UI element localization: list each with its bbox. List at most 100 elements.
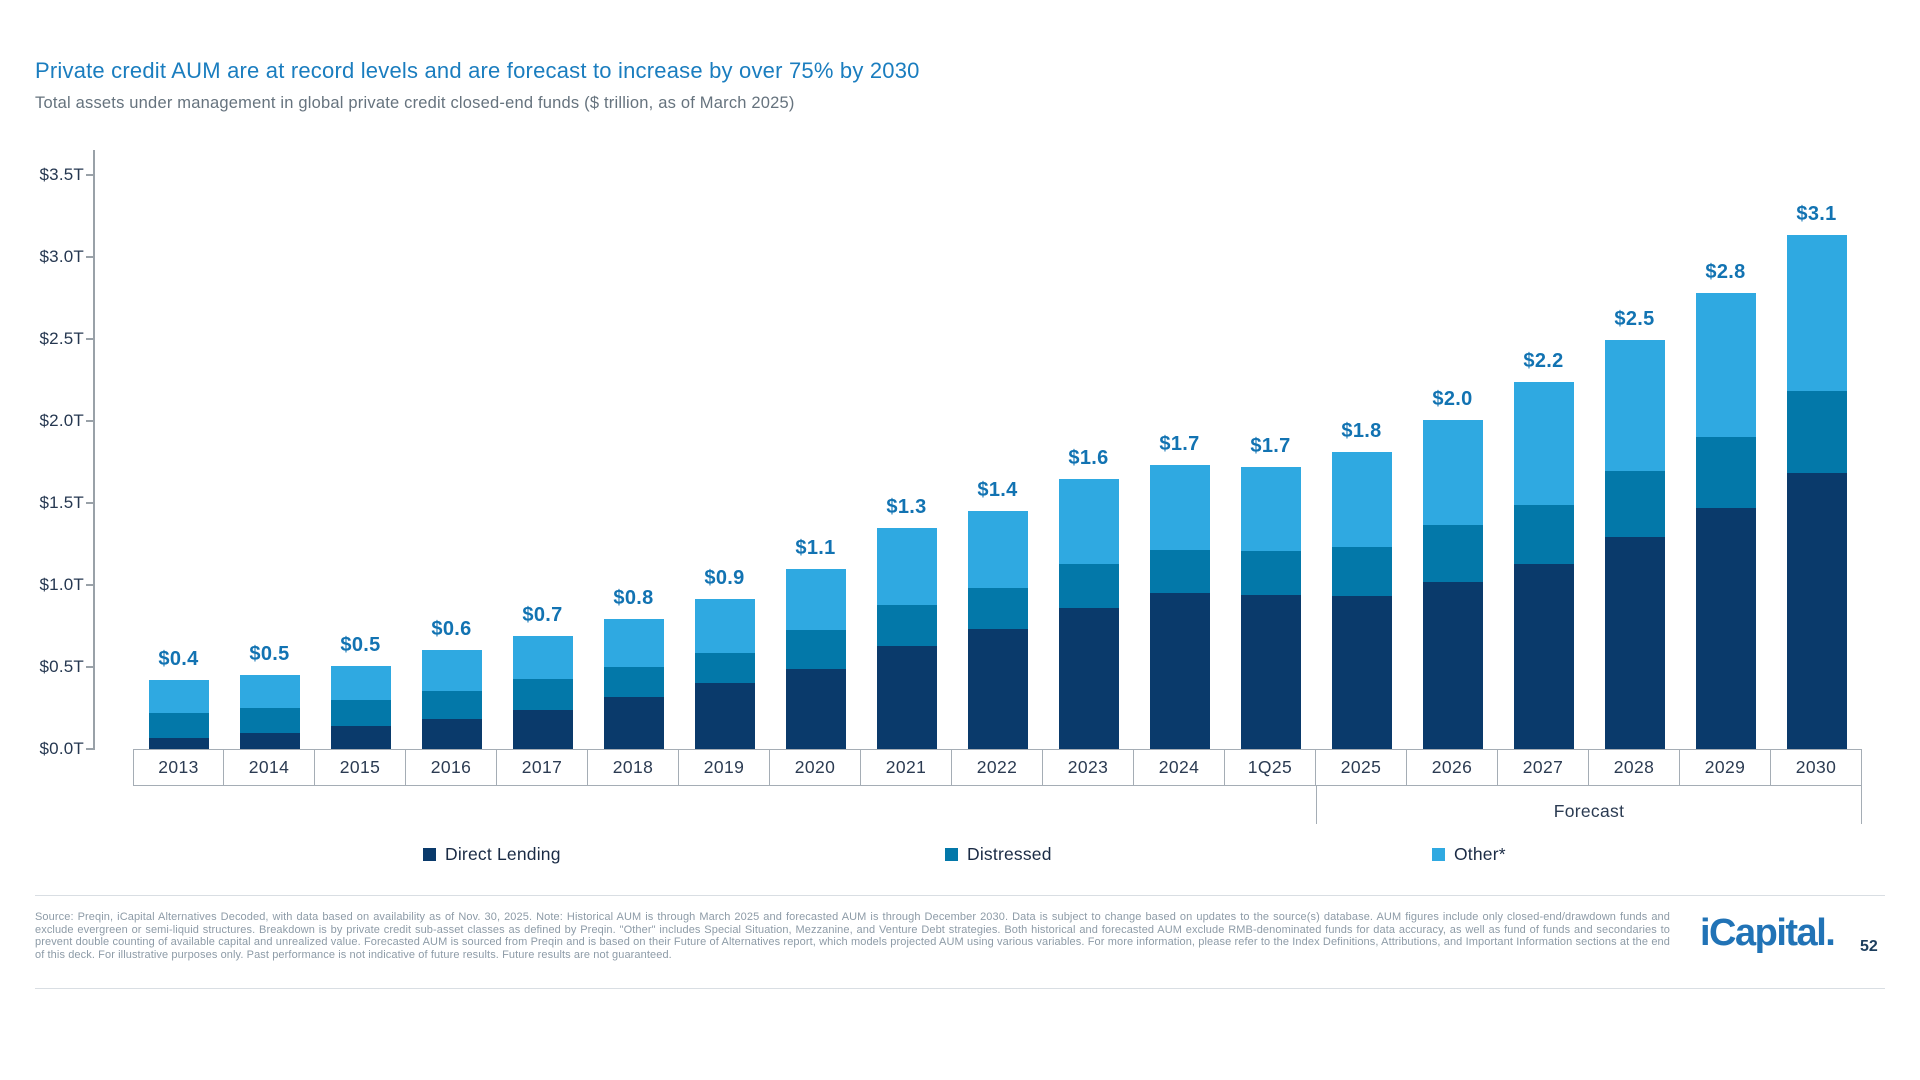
bar-segment	[239, 675, 300, 708]
bar-segment	[603, 697, 664, 749]
y-axis-tick-label: $3.5T	[39, 165, 84, 184]
bar-total-label: $0.9	[704, 567, 745, 589]
bar-segment	[1058, 564, 1119, 608]
bar-segment	[1240, 595, 1301, 749]
y-axis-tick-label: $0.5T	[39, 657, 84, 676]
x-axis-cell: 2014	[224, 749, 315, 786]
bar-segment	[421, 650, 482, 691]
chart-legend: Direct Lending Distressed Other*	[0, 840, 1920, 870]
y-axis-tick	[86, 256, 94, 258]
bar-segment	[1513, 382, 1574, 505]
y-axis-tick-label: $0.0T	[39, 739, 84, 758]
x-axis-cell: 2013	[133, 749, 224, 786]
bar-segment	[512, 710, 573, 749]
x-axis-cell: 2015	[315, 749, 406, 786]
y-axis-line	[93, 150, 95, 750]
footer-top-divider	[35, 895, 1885, 896]
bar-segment	[967, 511, 1028, 588]
y-axis-tick-label: $2.0T	[39, 411, 84, 430]
bar-segment	[512, 679, 573, 710]
x-axis-cell: 2016	[406, 749, 497, 786]
distressed-swatch-icon	[945, 848, 958, 861]
footer-bottom-divider	[35, 988, 1885, 989]
bar-segment	[694, 653, 755, 683]
page-subtitle: Total assets under management in global …	[35, 94, 795, 112]
bar-total-label: $0.5	[340, 634, 381, 656]
bar-segment	[785, 630, 846, 669]
bar-segment	[1604, 340, 1665, 471]
forecast-label: Forecast	[1553, 801, 1625, 821]
x-axis-cell: 2030	[1771, 749, 1862, 786]
legend-label: Other*	[1454, 844, 1506, 864]
legend-label: Direct Lending	[445, 844, 561, 864]
bar-segment	[694, 683, 755, 749]
x-axis-cell: 2019	[679, 749, 770, 786]
bar-segment	[1331, 547, 1392, 596]
bar-segment	[876, 528, 937, 605]
bar-segment	[1695, 437, 1756, 508]
bar-total-label: $0.8	[613, 587, 654, 609]
bar-segment	[785, 569, 846, 630]
x-axis-cell: 2028	[1589, 749, 1680, 786]
bar-segment	[1058, 608, 1119, 749]
bar-segment	[1604, 471, 1665, 537]
y-axis-tick	[86, 666, 94, 668]
bar-segment	[1695, 293, 1756, 437]
bar-total-label: $1.6	[1068, 447, 1109, 469]
bar-segment	[1331, 452, 1392, 547]
bar-segment	[1149, 465, 1210, 550]
icapital-logo: iCapital.	[1700, 912, 1836, 954]
bar-segment	[1786, 235, 1847, 391]
bar-total-label: $1.1	[795, 537, 836, 559]
bar-segment	[876, 646, 937, 749]
bar-segment	[1240, 467, 1301, 551]
bar-segment	[148, 680, 209, 713]
x-axis-cell: 1Q25	[1225, 749, 1316, 786]
x-axis-cell: 2017	[497, 749, 588, 786]
page-title: Private credit AUM are at record levels …	[35, 58, 920, 83]
bar-segment	[421, 719, 482, 749]
x-axis-cell: 2027	[1498, 749, 1589, 786]
bar-total-label: $2.8	[1705, 261, 1746, 283]
bar-total-label: $0.5	[249, 643, 290, 665]
bar-segment	[1513, 505, 1574, 564]
bar-total-label: $3.1	[1796, 203, 1837, 225]
bar-total-label: $1.8	[1341, 420, 1382, 442]
bar-segment	[421, 691, 482, 719]
bar-total-label: $1.3	[886, 496, 927, 518]
x-axis-cell: 2026	[1407, 749, 1498, 786]
legend-item-direct-lending: Direct Lending	[423, 844, 561, 865]
y-axis-tick	[86, 584, 94, 586]
bar-total-label: $2.2	[1523, 350, 1564, 372]
bar-segment	[1695, 508, 1756, 749]
bar-segment	[603, 619, 664, 667]
bar-segment	[1786, 391, 1847, 473]
forecast-bracket: Forecast	[1316, 786, 1862, 824]
bar-total-label: $2.5	[1614, 308, 1655, 330]
bar-total-label: $1.7	[1250, 435, 1291, 457]
y-axis-tick	[86, 338, 94, 340]
bar-segment	[876, 605, 937, 646]
bar-segment	[148, 713, 209, 738]
y-axis-tick-label: $3.0T	[39, 247, 84, 266]
bar-segment	[967, 629, 1028, 749]
x-axis-cell: 2029	[1680, 749, 1771, 786]
y-axis-tick	[86, 502, 94, 504]
bar-segment	[1422, 420, 1483, 525]
y-axis-tick-label: $2.5T	[39, 329, 84, 348]
x-axis-cell: 2023	[1043, 749, 1134, 786]
bar-segment	[1786, 473, 1847, 749]
x-axis-cell: 2021	[861, 749, 952, 786]
bar-total-label: $0.6	[431, 618, 472, 640]
bar-segment	[148, 738, 209, 749]
bar-segment	[330, 666, 391, 700]
bar-segment	[1240, 551, 1301, 595]
bar-segment	[1422, 582, 1483, 749]
x-axis-cell: 2024	[1134, 749, 1225, 786]
direct-lending-swatch-icon	[423, 848, 436, 861]
y-axis-tick	[86, 174, 94, 176]
page-number: 52	[1860, 938, 1878, 955]
legend-label: Distressed	[967, 844, 1052, 864]
bar-segment	[239, 733, 300, 749]
